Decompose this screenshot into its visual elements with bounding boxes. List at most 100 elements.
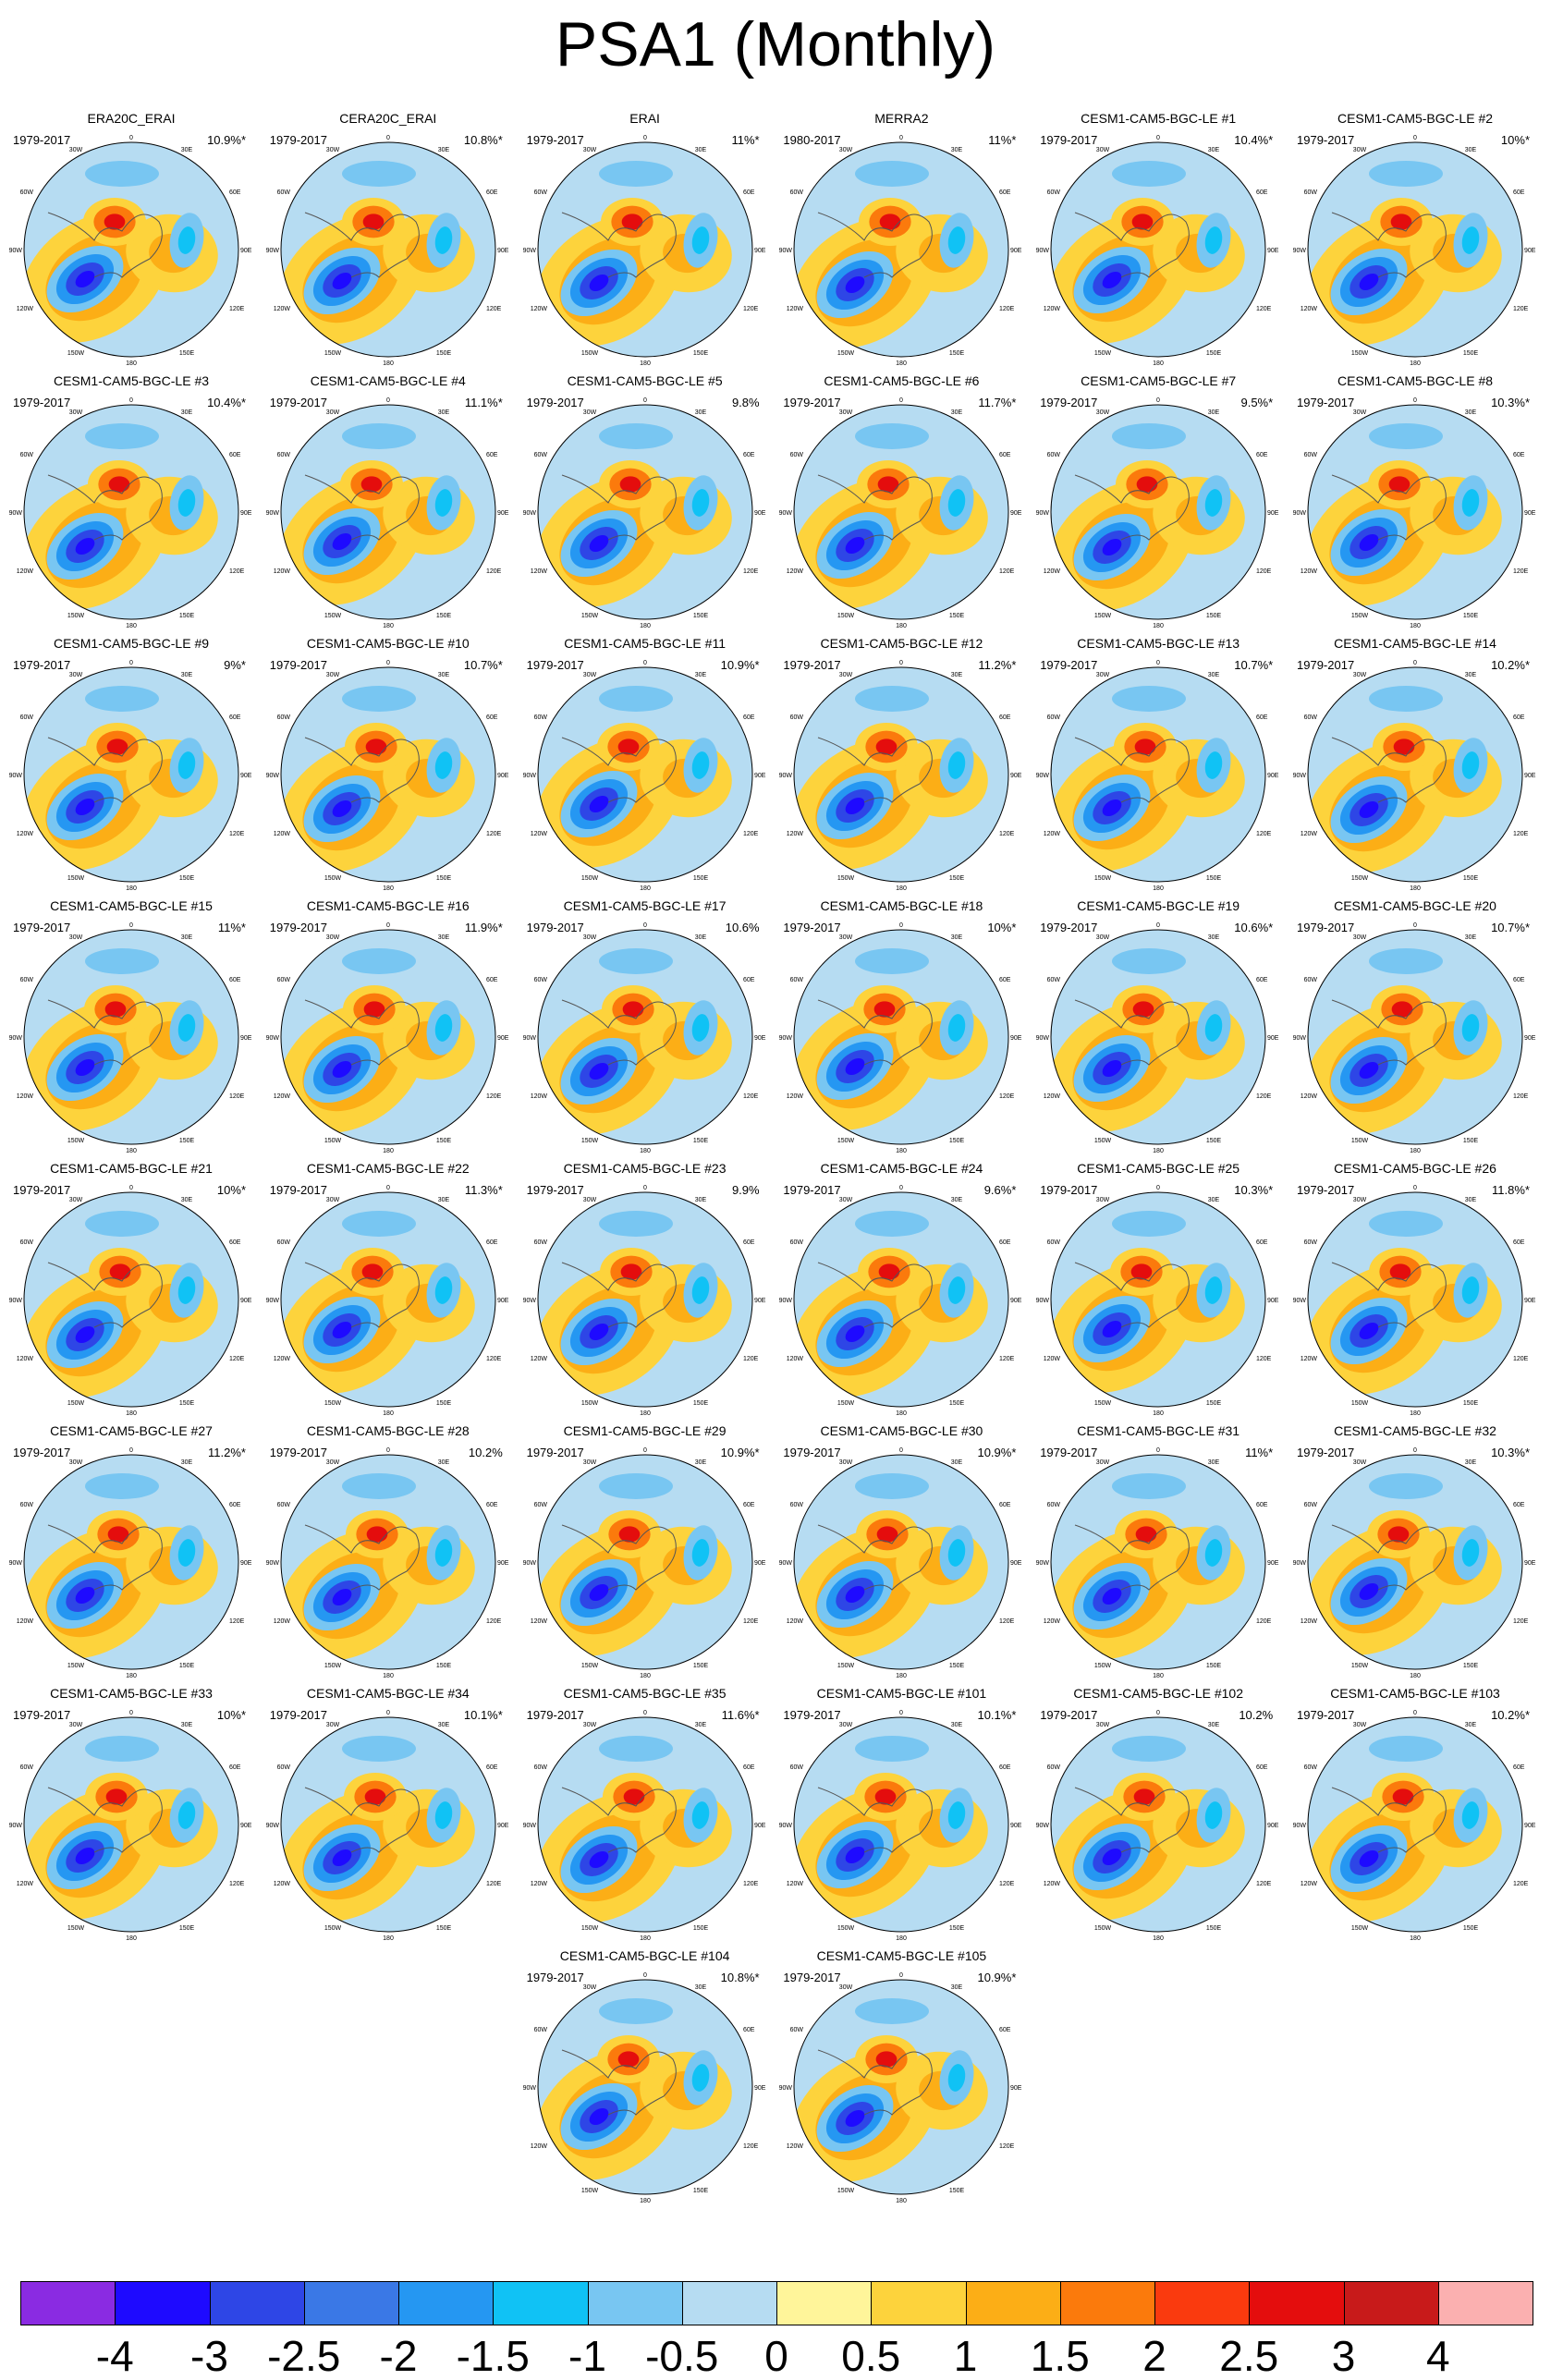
map-tick-label: 90W: [1036, 1560, 1050, 1567]
map-tick-label: 120E: [1256, 831, 1272, 837]
colorbar-swatch: [1437, 2281, 1533, 2325]
contour-region: [1102, 1587, 1122, 1605]
map-tick-label: 90E: [497, 773, 509, 779]
panel-title: CESM1-CAM5-BGC-LE #18: [820, 898, 983, 913]
map-tick-label: 90W: [9, 1035, 23, 1042]
map-tick-label: 0: [643, 1972, 647, 1979]
map-tick-label: 120W: [17, 1093, 34, 1100]
map-border: [1050, 1191, 1266, 1408]
contour-region: [855, 1211, 930, 1237]
contour-region: [617, 738, 639, 755]
map-tick-label: 30W: [839, 147, 853, 153]
map-tick-label: 90W: [1036, 510, 1050, 517]
contour-region: [691, 1801, 709, 1829]
contour-region: [1461, 1014, 1480, 1042]
map-tick-label: 30W: [326, 934, 340, 941]
map-tick-label: 60E: [229, 977, 241, 983]
colorbar-swatch: [871, 2281, 967, 2325]
map-tick-label: 180: [126, 1148, 137, 1154]
map-border: [280, 141, 496, 358]
contour-region: [1369, 1473, 1443, 1499]
map-tick-label: 180: [1153, 885, 1164, 892]
map-tick-label: 150W: [580, 1138, 598, 1144]
map-tick-label: 90E: [497, 510, 509, 517]
coastline: [818, 999, 934, 1066]
contour-region: [85, 948, 159, 974]
colorbar-swatch: [965, 2281, 1061, 2325]
map-border: [23, 666, 239, 883]
panel-title: ERAI: [629, 111, 660, 126]
map-border: [1050, 404, 1266, 620]
map-panel: CERA20C_ERAI 1979-2017 10.8%* 0 180 90W 90E 30W…: [261, 111, 516, 372]
map-tick-label: 90E: [1524, 248, 1536, 254]
map-tick-label: 180: [897, 2198, 908, 2204]
map-tick-label: 120W: [274, 1093, 291, 1100]
map-tick-label: 30E: [1208, 672, 1220, 678]
map-tick-label: 30E: [1465, 934, 1477, 941]
map-panel: CESM1-CAM5-BGC-LE #101 1979-2017 10.1%* 0 18…: [774, 1686, 1029, 1947]
map-tick-label: 90W: [9, 510, 23, 517]
map-tick-label: 120W: [1301, 1881, 1318, 1887]
colorbar-swatch: [398, 2281, 495, 2325]
coastline: [561, 1524, 677, 1591]
polar-map: 0 180 90W 90E 30W 30E 60W 60E 120W 120E 150W 150E: [1036, 1185, 1279, 1417]
map-tick-label: 90W: [9, 773, 23, 779]
map-tick-label: 60E: [999, 2027, 1011, 2033]
map-tick-label: 90E: [754, 1298, 766, 1304]
panel-years: 1979-2017: [526, 133, 584, 147]
panel-variance-pct: 10%*: [987, 921, 1017, 934]
coastline: [47, 999, 163, 1066]
map-panel: CESM1-CAM5-BGC-LE #3 1979-2017 10.4%* 0 180 9…: [4, 373, 259, 634]
polar-map: 0 180 90W 90E 30W 30E 60W 60E 120W 120E 150W 150E: [522, 1447, 765, 1679]
map-tick-label: 120E: [229, 831, 245, 837]
map-tick-label: 30E: [951, 1459, 963, 1466]
map-tick-label: 60W: [533, 2027, 547, 2033]
panel-variance-pct: 9%*: [224, 658, 246, 672]
map-tick-label: 180: [126, 1935, 137, 1942]
contour-region: [855, 161, 930, 187]
map-tick-label: 90W: [1293, 1035, 1307, 1042]
panel-variance-pct: 10.2%*: [1491, 1708, 1530, 1722]
panel-years: 1979-2017: [13, 921, 71, 934]
polar-map: 0 180 90W 90E 30W 30E 60W 60E 120W 120E 150W 150E: [1293, 660, 1536, 892]
map-tick-label: 120E: [999, 1093, 1015, 1100]
map-panel: CESM1-CAM5-BGC-LE #105 1979-2017 10.9%* 0 18…: [774, 1948, 1029, 2209]
panel-years: 1979-2017: [1297, 658, 1355, 672]
coastline: [304, 737, 420, 803]
map-tick-label: 120E: [486, 1356, 502, 1362]
contour-region: [332, 1588, 352, 1606]
map-border: [537, 1191, 753, 1408]
map-tick-label: 150W: [1094, 613, 1112, 619]
panel-years: 1979-2017: [269, 1708, 327, 1722]
contour-region: [589, 1062, 608, 1080]
map-tick-label: 120E: [1513, 306, 1529, 312]
contour-region: [948, 1014, 966, 1042]
contour-region: [880, 214, 901, 230]
contour-region: [598, 161, 673, 187]
map-tick-label: 120W: [530, 1356, 547, 1362]
map-tick-label: 180: [383, 1410, 394, 1417]
map-tick-label: 180: [640, 1935, 651, 1942]
map-tick-label: 30W: [69, 1197, 83, 1203]
contour-region: [108, 476, 130, 493]
contour-region: [85, 686, 159, 712]
map-tick-label: 30W: [1353, 1722, 1367, 1728]
map-tick-label: 150E: [1206, 1925, 1222, 1932]
map-tick-label: 150E: [436, 350, 452, 357]
contour-region: [1102, 1320, 1122, 1338]
panel-title: ERA20C_ERAI: [87, 111, 176, 126]
polar-map: 0 180 90W 90E 30W 30E 60W 60E 120W 120E 150W 150E: [265, 1185, 508, 1417]
map-tick-label: 60W: [1304, 1764, 1318, 1771]
map-tick-label: 180: [1153, 1148, 1164, 1154]
coastline: [1331, 737, 1447, 803]
map-tick-label: 90W: [522, 1560, 536, 1567]
map-tick-label: 90E: [1010, 1298, 1022, 1304]
map-tick-label: 30W: [582, 147, 596, 153]
contour-region: [623, 1788, 644, 1805]
map-tick-label: 30W: [326, 1197, 340, 1203]
map-tick-label: 60E: [743, 714, 755, 721]
panel-title: CESM1-CAM5-BGC-LE #14: [1334, 636, 1496, 651]
contour-region: [1359, 800, 1379, 819]
map-tick-label: 120E: [999, 1618, 1015, 1625]
map-tick-label: 150W: [1351, 350, 1369, 357]
